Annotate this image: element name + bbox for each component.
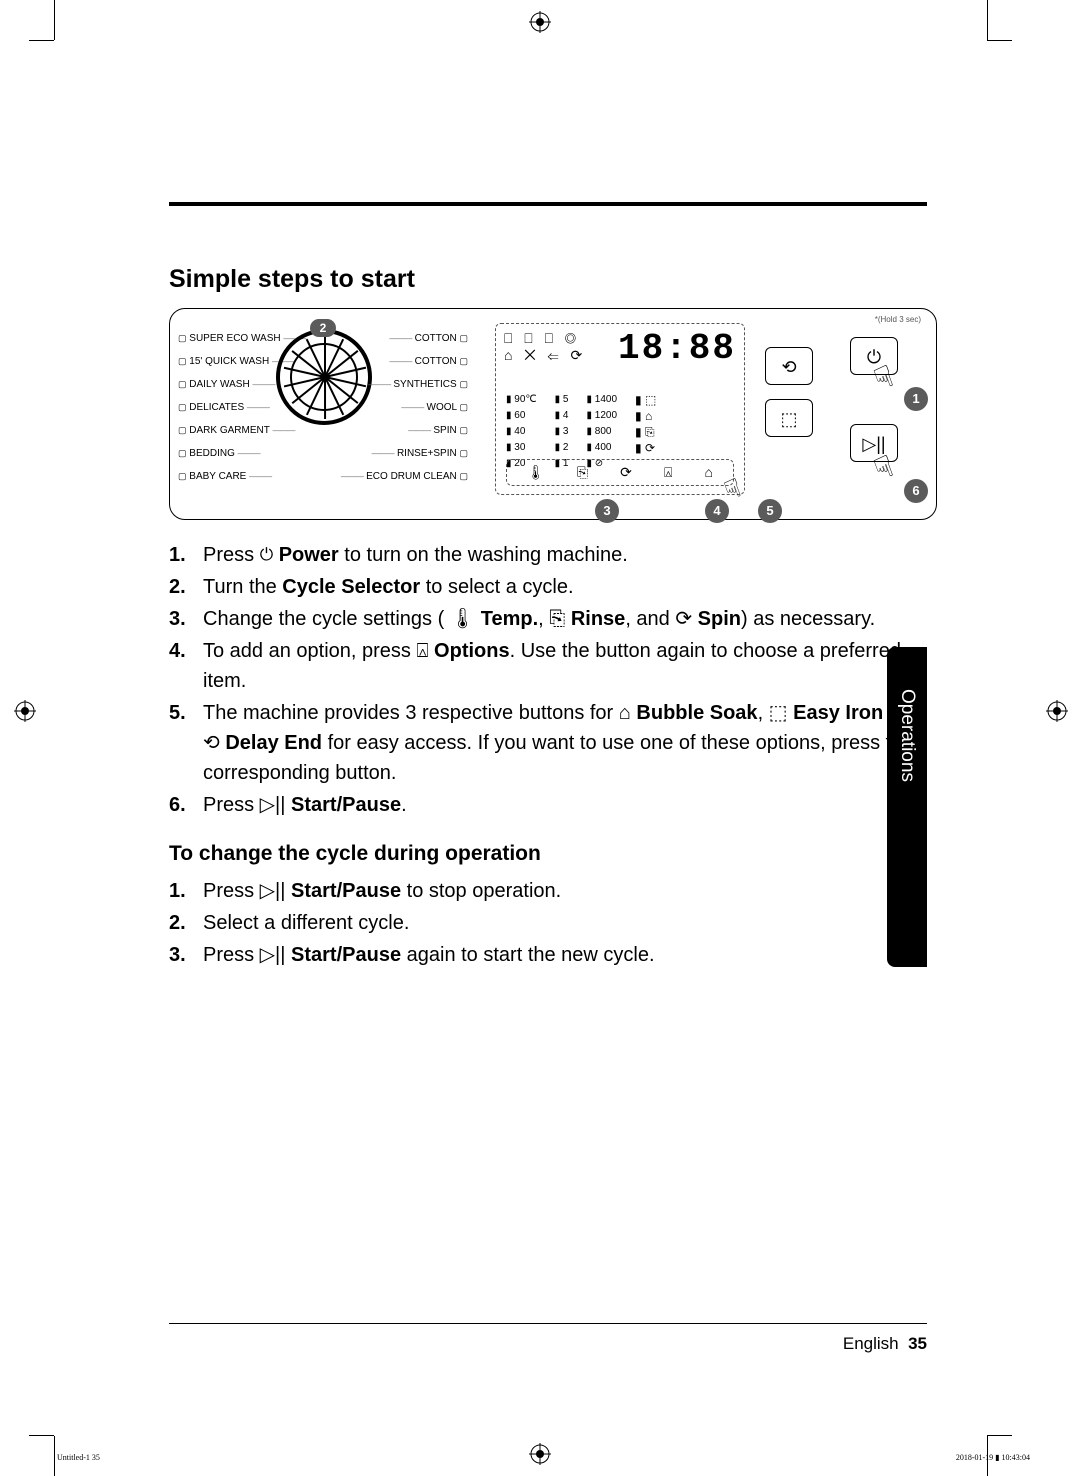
step-item: 3.Press ▷|| Start/Pause again to start t… [169,940,927,970]
sub-section-title: To change the cycle during operation [169,838,927,870]
crop-mark [54,0,55,40]
step-item: 5.The machine provides 3 respective butt… [169,698,927,788]
step-item: 2.Select a different cycle. [169,908,927,938]
crop-mark [29,1435,54,1436]
crop-mark [54,1436,55,1476]
spin-icon: ⟳ [620,464,632,481]
delay-end-button: ⟲ [765,347,813,385]
display-region: *(Hold 3 sec) ⎕ ⎕ ⎕ ◎⌂ ⨉ ⇐ ⟳ 18:88 ▮ 90℃… [480,309,936,519]
touch-buttons-row: 🌡 ⎘ ⟳ ⍓ ⌂ [506,459,734,486]
dial-region: 2 ▢ SUPER ECO WASH ———▢ 15' QUICK WASH —… [170,309,480,519]
crop-mark [987,0,988,40]
easy-iron-button: ⬚ [765,399,813,437]
crop-mark [29,40,54,41]
step-item: 3.Change the cycle settings ( 🌡 Temp., ⎘… [169,604,927,634]
footer-rule [169,1323,927,1324]
page: Simple steps to start 2 ▢ SUPER ECO WASH… [54,40,987,1436]
top-rule [169,202,927,206]
bubble-soak-icon: ⌂ [704,464,712,481]
registration-mark-icon [1046,700,1068,722]
control-panel-diagram: 2 ▢ SUPER ECO WASH ———▢ 15' QUICK WASH —… [169,308,937,520]
registration-mark-icon [529,1443,551,1465]
crop-mark [987,40,1012,41]
footer-text: English 35 [843,1334,927,1354]
step-item: 1.Press ▷|| Start/Pause to stop operatio… [169,876,927,906]
step-item: 6.Press ▷|| Start/Pause. [169,790,927,820]
seven-segment: 18:88 [618,328,736,369]
temp-icon: 🌡 [527,464,545,481]
print-slug-left: Untitled-1 35 [57,1453,100,1462]
callout-badge-3: 3 [595,499,619,523]
dial-labels-right: ——— COTTON ▢——— COTTON ▢——— SYNTHETICS ▢… [341,327,468,488]
crop-mark [987,1435,1012,1436]
registration-mark-icon [14,700,36,722]
callout-badge-5: 5 [758,499,782,523]
rinse-icon: ⎘ [577,464,588,481]
callout-badge-2: 2 [310,319,336,337]
steps-list: 1.Press ⏻ Power to turn on the washing m… [169,540,927,820]
registration-mark-icon [529,11,551,33]
options-icon: ⍓ [664,464,672,481]
section-title: Simple steps to start [169,265,415,294]
steps-list-2: 1.Press ▷|| Start/Pause to stop operatio… [169,876,927,970]
hold-3-sec-label: *(Hold 3 sec) [875,315,921,324]
display-box: ⎕ ⎕ ⎕ ◎⌂ ⨉ ⇐ ⟳ 18:88 ▮ 90℃▮ 60▮ 40▮ 30▮ … [495,323,745,495]
side-tab-operations: Operations [887,647,927,967]
top-icons-row: ⎕ ⎕ ⎕ ◎⌂ ⨉ ⇐ ⟳ [504,330,586,364]
callout-badge-1: 1 [904,387,928,411]
footer-page-number: 35 [908,1334,927,1353]
callout-badge-4: 4 [705,499,729,523]
print-slug-right: 2018-01-19 ▮ 10:43:04 [956,1453,1030,1462]
step-item: 4.To add an option, press ⍓ Options. Use… [169,636,927,696]
content-body: 1.Press ⏻ Power to turn on the washing m… [169,540,927,972]
footer-language: English [843,1334,899,1353]
callout-badge-6: 6 [904,479,928,503]
step-item: 1.Press ⏻ Power to turn on the washing m… [169,540,927,570]
step-item: 2.Turn the Cycle Selector to select a cy… [169,572,927,602]
